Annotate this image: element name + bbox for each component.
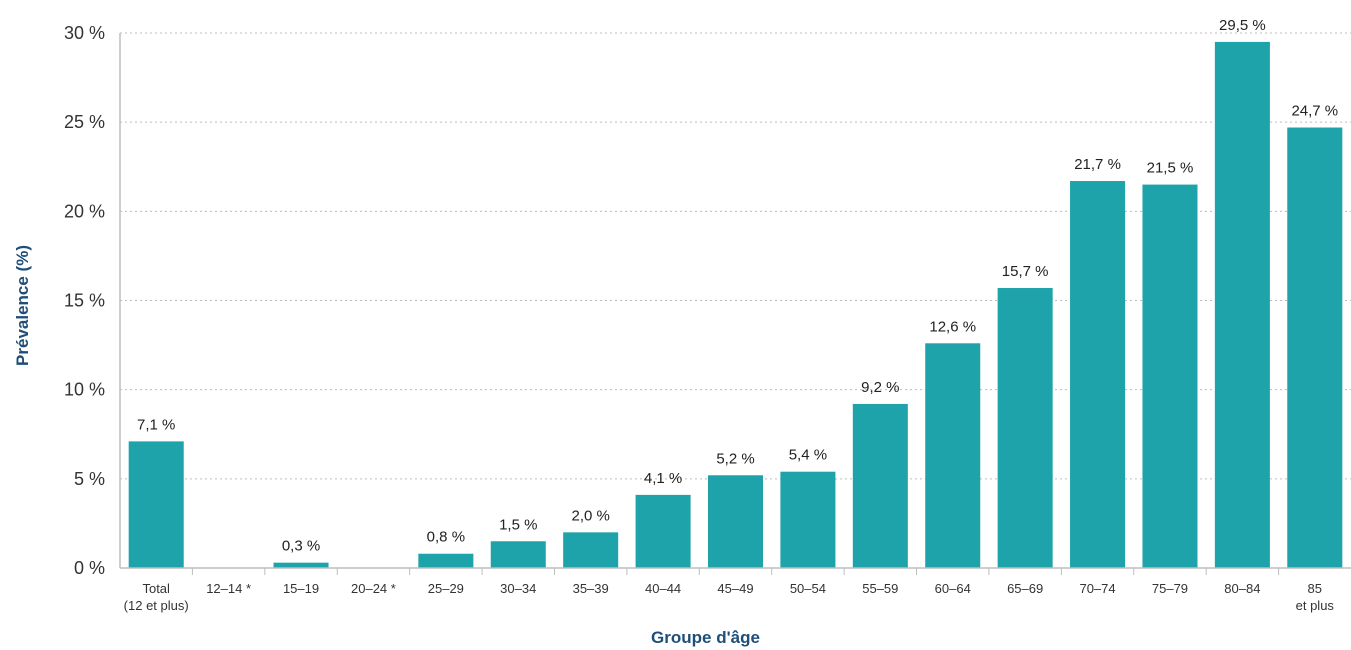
bar-14 bbox=[1142, 184, 1198, 569]
bar-11 bbox=[925, 343, 981, 568]
bar-16 bbox=[1287, 127, 1343, 569]
data-label: 5,4 % bbox=[789, 447, 827, 464]
y-tick-label: 30 % bbox=[64, 23, 105, 43]
bar-8 bbox=[707, 475, 764, 568]
data-label: 15,7 % bbox=[1002, 263, 1049, 280]
bar-9 bbox=[780, 471, 836, 568]
x-tick-label: 70–74 bbox=[1079, 581, 1115, 596]
x-axis-title: Groupe d'âge bbox=[651, 628, 760, 647]
bar-0 bbox=[128, 441, 184, 568]
x-tick-label: 25–29 bbox=[428, 581, 464, 596]
x-tick-label: 55–59 bbox=[862, 581, 898, 596]
y-tick-label: 10 % bbox=[64, 380, 105, 400]
bar-13 bbox=[1070, 181, 1126, 568]
x-tick-label: 40–44 bbox=[645, 581, 681, 596]
bar-6 bbox=[563, 532, 619, 568]
bars bbox=[128, 41, 1343, 569]
data-label: 21,7 % bbox=[1074, 156, 1121, 173]
y-axis: 0 % 5 % 10 % 15 % 20 % 25 % 30 % bbox=[64, 23, 121, 578]
x-tick-label: 50–54 bbox=[790, 581, 826, 596]
y-axis-title: Prévalence (%) bbox=[13, 245, 32, 366]
x-tick-label: 65–69 bbox=[1007, 581, 1043, 596]
x-tick-label: 75–79 bbox=[1152, 581, 1188, 596]
bar-4 bbox=[418, 553, 474, 568]
data-label: 2,0 % bbox=[571, 507, 609, 524]
x-tick-label: 80–84 bbox=[1224, 581, 1260, 596]
bar-5 bbox=[490, 541, 546, 568]
data-label: 21,5 % bbox=[1147, 160, 1194, 177]
bar-12 bbox=[997, 288, 1053, 568]
data-label: 0,3 % bbox=[282, 538, 320, 555]
data-label: 4,1 % bbox=[644, 470, 682, 487]
x-tick-label: 60–64 bbox=[935, 581, 971, 596]
y-tick-label: 0 % bbox=[74, 558, 105, 578]
x-tick-label: Total (12 et plus) bbox=[124, 581, 189, 613]
x-tick-label: 20–24 * bbox=[351, 581, 396, 596]
y-tick-label: 20 % bbox=[64, 201, 105, 221]
bar-7 bbox=[635, 494, 691, 568]
data-label: 9,2 % bbox=[861, 379, 899, 396]
data-label: 24,7 % bbox=[1291, 103, 1338, 120]
data-label: 7,1 % bbox=[137, 416, 175, 433]
data-label: 5,2 % bbox=[716, 450, 754, 467]
data-label: 0,8 % bbox=[427, 529, 465, 546]
x-tick-label: 85 et plus bbox=[1296, 581, 1335, 613]
data-label: 12,6 % bbox=[929, 318, 976, 335]
data-label: 1,5 % bbox=[499, 516, 537, 533]
bar-2 bbox=[273, 562, 329, 568]
x-tick-label: 12–14 * bbox=[206, 581, 251, 596]
x-tick-label: 45–49 bbox=[717, 581, 753, 596]
y-tick-label: 5 % bbox=[74, 469, 105, 489]
x-tick-label: 30–34 bbox=[500, 581, 536, 596]
y-tick-label: 25 % bbox=[64, 112, 105, 132]
data-labels: 7,1 % 0,3 % 0,8 % 1,5 % 2,0 % 4,1 % 5,2 % 5,4 %… bbox=[137, 17, 1338, 555]
x-tick-label: 15–19 bbox=[283, 581, 319, 596]
bar-10 bbox=[852, 403, 908, 568]
x-tick-label: 35–39 bbox=[573, 581, 609, 596]
y-tick-label: 15 % bbox=[64, 291, 105, 311]
bar-15 bbox=[1214, 41, 1270, 568]
x-axis: Total (12 et plus) 12–14 * 15–19 20–24 * 25–2… bbox=[120, 567, 1351, 613]
data-label: 29,5 % bbox=[1219, 17, 1266, 34]
